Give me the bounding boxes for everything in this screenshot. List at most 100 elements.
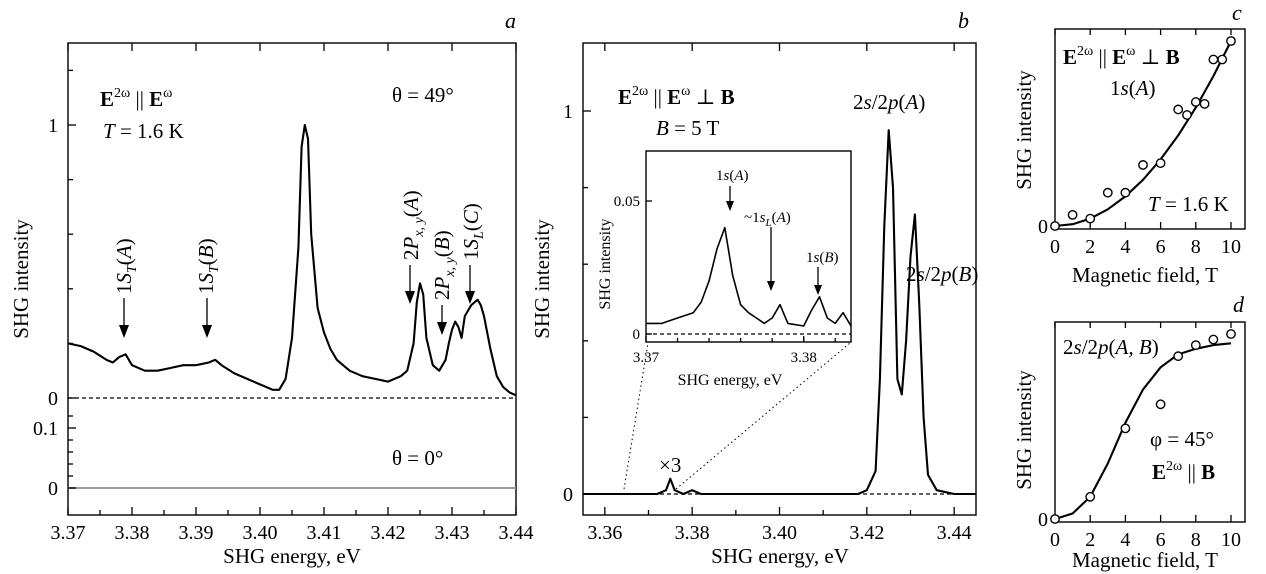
peak-label-2pxy-a: 2Px, y(A) [399, 190, 427, 260]
panel-a-letter: a [505, 8, 516, 33]
panel-c-xtick-label: 8 [1191, 236, 1201, 258]
panel-d-data-point [1050, 514, 1060, 524]
panel-d-xtick-label: 4 [1120, 529, 1130, 551]
panel-c-xtick-label: 10 [1221, 236, 1241, 258]
panel-d-data-point [1173, 351, 1184, 362]
panel-c-ytick-label: 0 [1038, 216, 1048, 238]
inset-ytick-label: 0.05 [614, 194, 640, 210]
panel-a-xtick-label: 3.43 [435, 522, 470, 544]
panel-a-xtick-label: 3.40 [243, 522, 278, 544]
panel-a-angle-lower: θ = 0° [392, 446, 443, 470]
panel-b-ytick-label: 1 [563, 101, 573, 123]
panel-d-data-point [1085, 491, 1096, 502]
panel-b-magnetic-field: B = 5 T [656, 116, 720, 140]
panel-d-frame [1054, 321, 1246, 523]
panel-c-xtick-label: 0 [1050, 236, 1060, 258]
inset-connector-right [675, 342, 851, 490]
inset-frame [645, 150, 852, 343]
inset-ytick-label: 0 [633, 327, 641, 343]
panel-a-xtick-label: 3.44 [499, 522, 534, 544]
panel-d-transition: 2s/2p(A, B) [1063, 335, 1159, 359]
panel-d-field-label: E2ω || B [1152, 459, 1215, 484]
panel-d-data-point [1208, 334, 1219, 345]
panel-a-temperature: T = 1.6 K [103, 119, 184, 143]
panel-b-xtick-label: 3.38 [675, 522, 710, 544]
panel-a: a 3.37 3.38 3.39 3.40 3.41 3.42 3.43 3.44 0 1 0 0.1… [9, 8, 534, 568]
panel-d-xtick-label: 10 [1221, 529, 1241, 551]
panel-c-data-point [1190, 97, 1201, 107]
panel-d: d 0 2 4 6 8 10 0 SHG intensity Magnetic field,… [1012, 292, 1246, 572]
panel-c-transition: 1s(A) [1110, 76, 1156, 100]
peak-label-1sl-c: 1SL(C) [459, 203, 487, 260]
inset-xtick-label: 3.37 [633, 350, 660, 366]
panel-a-xtick-label: 3.37 [51, 522, 86, 544]
panel-d-data-point [1190, 340, 1201, 350]
inset-xlabel: SHG energy, eV [678, 372, 783, 389]
inset-ylabel: SHG intensity [597, 218, 614, 309]
panel-b-xtick-label: 3.42 [849, 522, 884, 544]
panel-c-data-point [1138, 160, 1148, 170]
panel-c-frame [1054, 28, 1246, 230]
panel-a-ytick-label: 0 [48, 388, 58, 410]
panel-b-xtick-label: 3.36 [587, 522, 622, 544]
panel-c-data-point [1085, 213, 1096, 224]
panel-a-xtick-label: 3.39 [179, 522, 214, 544]
panel-c-xlabel: Magnetic field, T [1072, 263, 1218, 287]
panel-c-letter: c [1232, 0, 1242, 25]
peak-label-2pxy-b: 2Px, y(B) [430, 230, 458, 300]
panel-a-ytick-label: 1 [48, 115, 58, 137]
panel-b-xtick-label: 3.44 [937, 522, 972, 544]
panel-a-angle-upper: θ = 49° [392, 83, 454, 107]
panel-a-trace-theta-49 [67, 123, 517, 397]
panel-d-angle: φ = 45° [1150, 427, 1214, 451]
panel-d-xlabel: Magnetic field, T [1072, 548, 1218, 572]
panel-d-letter: d [1233, 292, 1245, 317]
peak-label-1st-b: 1ST(B) [194, 238, 222, 294]
panel-c-xtick-label: 4 [1120, 236, 1130, 258]
panel-a-arrows [119, 265, 475, 338]
panel-d-fit-curve [1054, 342, 1232, 521]
panel-d-xtick-label: 2 [1085, 529, 1095, 551]
panel-d-xtick-label: 0 [1050, 529, 1060, 551]
panel-c-temperature: T = 1.6 K [1148, 192, 1229, 216]
panel-a-xtick-label: 3.38 [115, 522, 150, 544]
panel-c-data-point [1120, 187, 1131, 198]
panel-c-data-point [1208, 54, 1219, 65]
inset-arrows [726, 186, 822, 295]
panel-a-xtick-label: 3.41 [307, 522, 342, 544]
panel-b-field-label: E2ω || Eω ⊥ B [618, 84, 735, 109]
inset-label-1s-a: 1s(A) [716, 168, 749, 184]
inset-label-1s-b: 1s(B) [806, 250, 839, 266]
panel-c-data-point [1173, 104, 1184, 115]
inset-trace [646, 226, 852, 327]
panel-b-xlabel: SHG energy, eV [711, 544, 849, 568]
panel-b-ytick-label: 0 [563, 484, 573, 506]
panel-d-data-point [1226, 329, 1236, 339]
inset-label-1sl-a: ~1sL(A) [744, 210, 791, 229]
peak-label-1st-a: 1ST(A) [112, 238, 140, 294]
panel-b-ylabel: SHG intensity [530, 219, 554, 339]
panel-b-inset: 3.37 3.38 0 0.05 SHG intensity SHG energy, … [597, 150, 852, 389]
panel-d-ytick-label: 0 [1038, 509, 1048, 531]
panel-b-letter: b [958, 8, 969, 33]
panel-c-data-point [1226, 36, 1236, 46]
panel-c-data-point [1217, 54, 1228, 65]
panel-c-data-point [1155, 158, 1166, 169]
panel-c-ylabel: SHG intensity [1012, 70, 1036, 190]
panel-d-data-point [1155, 399, 1166, 410]
panel-c-field-label: E2ω || Eω ⊥ B [1063, 44, 1180, 69]
inset-xtick-label: 3.38 [791, 350, 817, 366]
panel-b-scale-mark: ×3 [659, 453, 681, 477]
peak-label-2s2p-a: 2s/2p(A) [853, 90, 925, 114]
peak-label-2s2p-b: 2s/2p(B) [906, 262, 978, 286]
panel-d-ylabel: SHG intensity [1012, 370, 1036, 490]
panel-c-data-point [1199, 99, 1210, 109]
panel-c-data-point [1050, 221, 1060, 231]
panel-c-fit-curve [1054, 40, 1232, 228]
panel-a-lower-ytick-label: 0.1 [33, 418, 58, 440]
panel-d-xtick-label: 6 [1156, 529, 1166, 551]
panel-c-xtick-label: 6 [1156, 236, 1166, 258]
panel-c-data-point [1182, 110, 1192, 120]
panel-a-lower-ytick-label: 0 [48, 478, 58, 500]
